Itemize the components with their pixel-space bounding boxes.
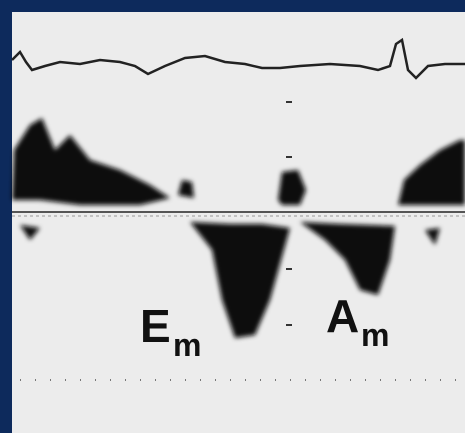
label-main: A <box>326 290 359 342</box>
label-main: E <box>140 300 171 352</box>
ecg-trace <box>11 37 465 80</box>
label-sub: m <box>361 317 389 353</box>
scale-marks <box>286 101 292 326</box>
image-area <box>12 12 465 433</box>
doppler-signal <box>12 118 465 338</box>
label-sub: m <box>173 327 201 363</box>
